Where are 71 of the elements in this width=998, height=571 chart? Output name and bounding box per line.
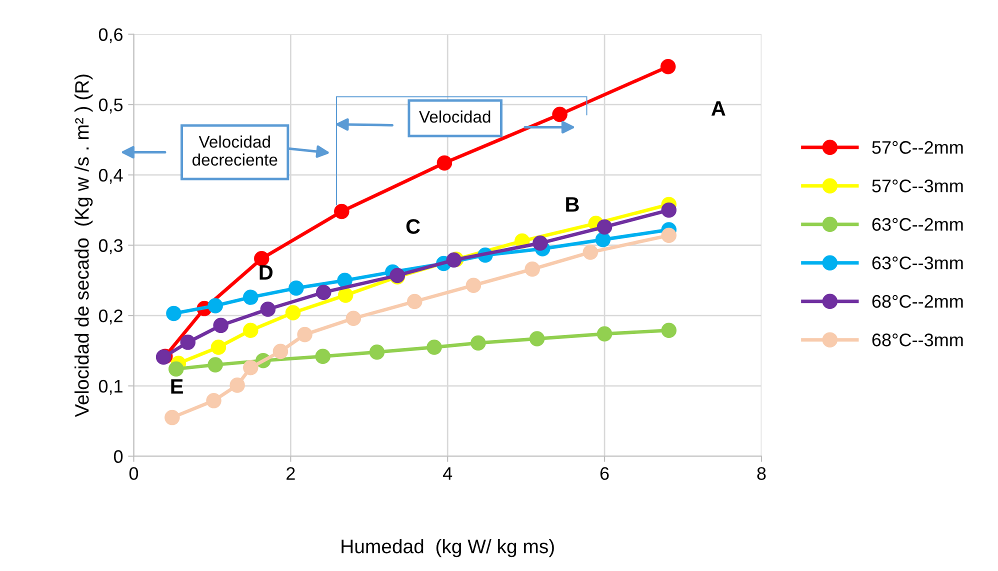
point — [334, 204, 350, 220]
point — [346, 310, 362, 326]
point — [552, 106, 568, 122]
legend-label: 63°C--2mm — [872, 218, 963, 231]
point — [470, 335, 486, 351]
x-axis-title: Humedad (kg W/ kg ms) — [342, 539, 554, 558]
y-tick-label: 0,5 — [98, 98, 123, 114]
point — [168, 361, 184, 377]
point — [446, 252, 462, 268]
point — [297, 326, 312, 342]
y-tick-label: 0 — [114, 450, 123, 463]
legend-label: 57°C--2mm — [872, 141, 963, 154]
point — [213, 318, 228, 334]
point — [208, 298, 223, 314]
point — [582, 244, 598, 260]
point — [661, 322, 677, 338]
annotation: C — [406, 219, 420, 234]
legend-label: 63°C--3mm — [872, 256, 963, 270]
annotation: Velocidad decreciente — [192, 136, 278, 166]
y-tick-label: 0,4 — [98, 168, 123, 184]
point — [532, 235, 548, 251]
point — [210, 340, 226, 355]
y-tick-label: 0,2 — [98, 310, 122, 324]
point — [208, 357, 223, 372]
point — [369, 344, 385, 360]
x-tick-label: 6 — [600, 467, 609, 480]
point — [316, 284, 332, 300]
point — [661, 228, 677, 244]
point — [254, 250, 270, 266]
point — [243, 322, 258, 338]
x-tick-label: 4 — [442, 467, 452, 480]
point — [180, 334, 196, 350]
point — [272, 344, 288, 360]
point — [660, 58, 676, 74]
point — [260, 302, 276, 317]
annotation: Velocidad — [419, 110, 490, 123]
point — [243, 360, 258, 376]
point — [436, 155, 452, 171]
point — [315, 348, 330, 364]
point — [524, 262, 540, 277]
point — [595, 232, 611, 248]
annotation: B — [566, 197, 579, 212]
point — [661, 202, 677, 218]
y-tick-label: 0,1 — [98, 380, 122, 395]
point — [285, 305, 301, 320]
x-tick-label: 0 — [129, 467, 138, 480]
annotation: A — [711, 101, 726, 116]
point — [407, 294, 422, 310]
y-axis-title: Velocidad de secado (Kg w /s . m² ) (R) — [74, 74, 93, 417]
annotation: E — [171, 379, 183, 394]
point — [166, 306, 182, 322]
point — [230, 378, 245, 393]
legend-label: 68°C--3mm — [872, 334, 963, 346]
annotation: D — [260, 265, 273, 280]
point — [426, 340, 442, 355]
point — [466, 278, 482, 293]
point — [288, 280, 304, 296]
point — [243, 290, 258, 305]
y-tick-label: 0,6 — [98, 28, 123, 44]
legend-label: 68°C--2mm — [872, 295, 963, 308]
point — [596, 219, 612, 235]
x-tick-label: 2 — [286, 467, 295, 480]
legend-label: 57°C--3mm — [872, 180, 963, 192]
point — [529, 331, 545, 346]
y-tick-label: 0,3 — [98, 239, 123, 254]
point — [337, 272, 352, 288]
point — [206, 393, 222, 408]
point — [338, 288, 354, 303]
point — [596, 326, 612, 342]
x-tick-label: 8 — [757, 467, 766, 480]
point — [164, 410, 180, 426]
